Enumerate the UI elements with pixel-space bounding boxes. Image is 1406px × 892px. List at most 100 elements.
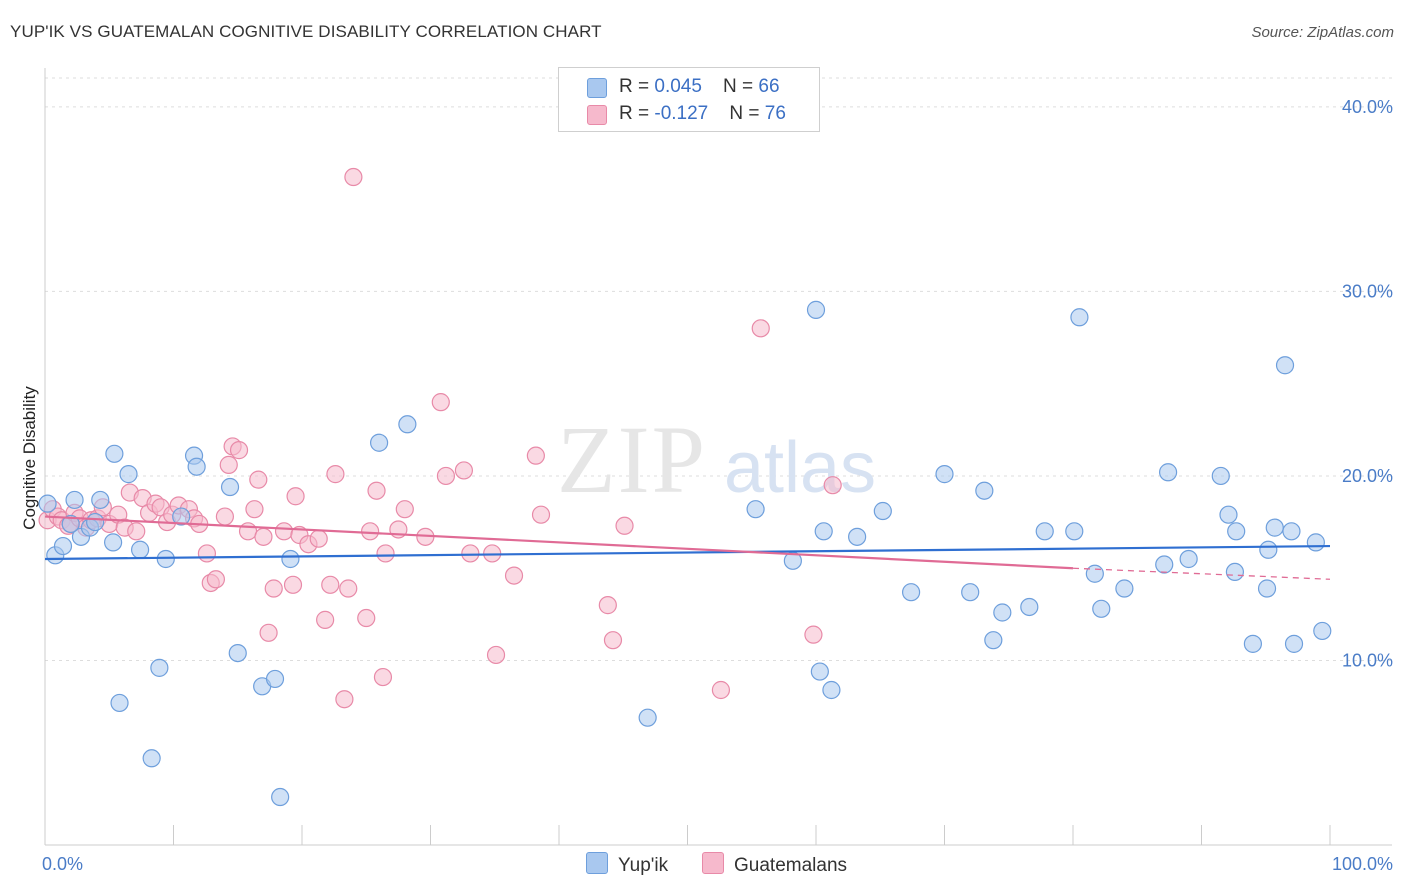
yupik-point-41 [993, 603, 1012, 622]
guatemalans-point-69 [598, 596, 617, 615]
yupik-point-57 [1257, 579, 1277, 598]
yupik-point-30 [806, 300, 826, 319]
guatemalans-point-52 [357, 608, 376, 628]
guatemalans-point-58 [395, 500, 414, 519]
bottom-legend-swatch-guatemalans [702, 852, 724, 874]
trend-line-guatemalans [44, 515, 1074, 570]
trend-line-yupik [44, 544, 1331, 561]
yupik-point-60 [1275, 356, 1295, 375]
y-tick-label-0: 10.0% [1342, 650, 1393, 670]
guatemalans-point-51 [344, 167, 363, 187]
legend-r-value: 0.045 [654, 76, 702, 97]
yupik-point-46 [1085, 564, 1104, 583]
y-axis-label: Cognitive Disability [20, 386, 39, 530]
yupik-point-6 [86, 512, 105, 532]
yupik-point-37 [935, 465, 954, 484]
guatemalans-point-50 [339, 579, 358, 598]
y-tick-label-1: 20.0% [1342, 466, 1393, 486]
yupik-point-36 [901, 583, 921, 602]
guatemalans-point-62 [454, 461, 474, 480]
bottom-legend-guatemalans: Guatemalans [702, 852, 847, 877]
bottom-legend-label-guatemalans: Guatemalans [734, 855, 848, 876]
y-tick-label-2: 30.0% [1342, 281, 1393, 301]
yupik-point-44 [1065, 522, 1084, 541]
yupik-point-24 [281, 549, 300, 569]
yupik-point-42 [1020, 597, 1039, 617]
guatemalans-point-74 [804, 625, 823, 644]
x-tick-label-0: 0.0% [42, 854, 83, 874]
yupik-point-27 [638, 708, 657, 727]
correlation-legend: R = 0.045 N = 66 R = -0.127 N = 76 [558, 67, 820, 132]
yupik-point-40 [984, 631, 1003, 650]
legend-n-value: 76 [764, 103, 786, 124]
yupik-point-53 [1219, 505, 1238, 524]
guatemalans-point-46 [316, 610, 335, 629]
guatemalans-point-66 [504, 566, 524, 585]
yupik-point-61 [1282, 522, 1301, 541]
yupik-point-54 [1225, 562, 1245, 582]
yupik-point-26 [398, 415, 417, 434]
yupik-point-65 [61, 514, 80, 534]
tick-labels: 10.0% 20.0% 30.0% 40.0% 0.0% 100.0% [42, 97, 1393, 874]
guatemalans-point-37 [254, 527, 273, 546]
guatemalans-point-65 [486, 645, 506, 665]
guatemalans-point-70 [603, 631, 623, 650]
legend-r-label: R = [619, 76, 655, 97]
guatemalans-point-39 [264, 579, 283, 598]
guatemalans-point-27 [197, 544, 217, 563]
watermark-atlas: atlas [724, 428, 876, 508]
guatemalans-point-41 [283, 575, 303, 594]
yupik-point-32 [814, 522, 833, 541]
guatemalans-point-30 [215, 507, 234, 526]
guatemalans-point-68 [531, 505, 551, 524]
bottom-legend-swatch-yupik [586, 852, 608, 874]
guatemalans-points [38, 167, 842, 709]
yupik-point-20 [228, 643, 247, 663]
yupik-point-62 [1284, 634, 1304, 653]
guatemalans-point-53 [361, 522, 380, 541]
yupik-points [38, 300, 1332, 807]
guatemalans-point-63 [461, 544, 480, 563]
yupik-point-13 [142, 749, 161, 768]
bottom-legend-yupik: Yup'ik [586, 852, 668, 877]
y-tick-label-3: 40.0% [1342, 97, 1393, 117]
yupik-point-19 [220, 477, 240, 497]
yupik-point-31 [810, 662, 829, 681]
guatemalans-point-67 [526, 446, 545, 465]
guatemalans-point-49 [335, 690, 354, 709]
x-tick-label-1: 100.0% [1332, 854, 1393, 874]
yupik-point-11 [119, 465, 138, 484]
yupik-point-47 [1092, 599, 1111, 618]
yupik-point-23 [271, 787, 290, 807]
guatemalans-point-73 [751, 319, 770, 338]
yupik-point-14 [150, 658, 169, 677]
yupik-point-55 [1227, 522, 1246, 541]
chart-title: YUP'IK VS GUATEMALAN COGNITIVE DISABILIT… [10, 22, 602, 41]
yupik-point-39 [975, 481, 994, 500]
yupik-point-0 [38, 494, 57, 513]
yupik-point-51 [1179, 549, 1198, 569]
guatemalans-point-75 [823, 476, 842, 495]
guatemalans-point-40 [274, 522, 294, 541]
yupik-point-43 [1035, 522, 1054, 541]
yupik-point-52 [1211, 466, 1230, 486]
legend-n-value: 66 [758, 76, 780, 97]
trend-lines [44, 515, 1331, 580]
yupik-point-22 [265, 669, 285, 689]
legend-n-label: N = [729, 103, 765, 124]
yupik-point-50 [1158, 463, 1178, 482]
yupik-point-59 [1265, 518, 1284, 537]
yupik-point-25 [370, 433, 389, 452]
guatemalans-point-16 [127, 522, 146, 541]
source-label: Source: ZipAtlas.com [1251, 24, 1394, 41]
trend-line-guatemalans-extension [1072, 567, 1331, 580]
yupik-point-34 [848, 527, 867, 546]
legend-swatch-guatemalans [587, 105, 607, 125]
watermark-zip: ZIP [557, 406, 707, 513]
yupik-point-8 [104, 533, 123, 552]
yupik-point-10 [110, 693, 129, 713]
yupik-point-33 [822, 680, 841, 700]
yupik-point-49 [1155, 555, 1174, 574]
guatemalans-point-55 [373, 667, 393, 687]
